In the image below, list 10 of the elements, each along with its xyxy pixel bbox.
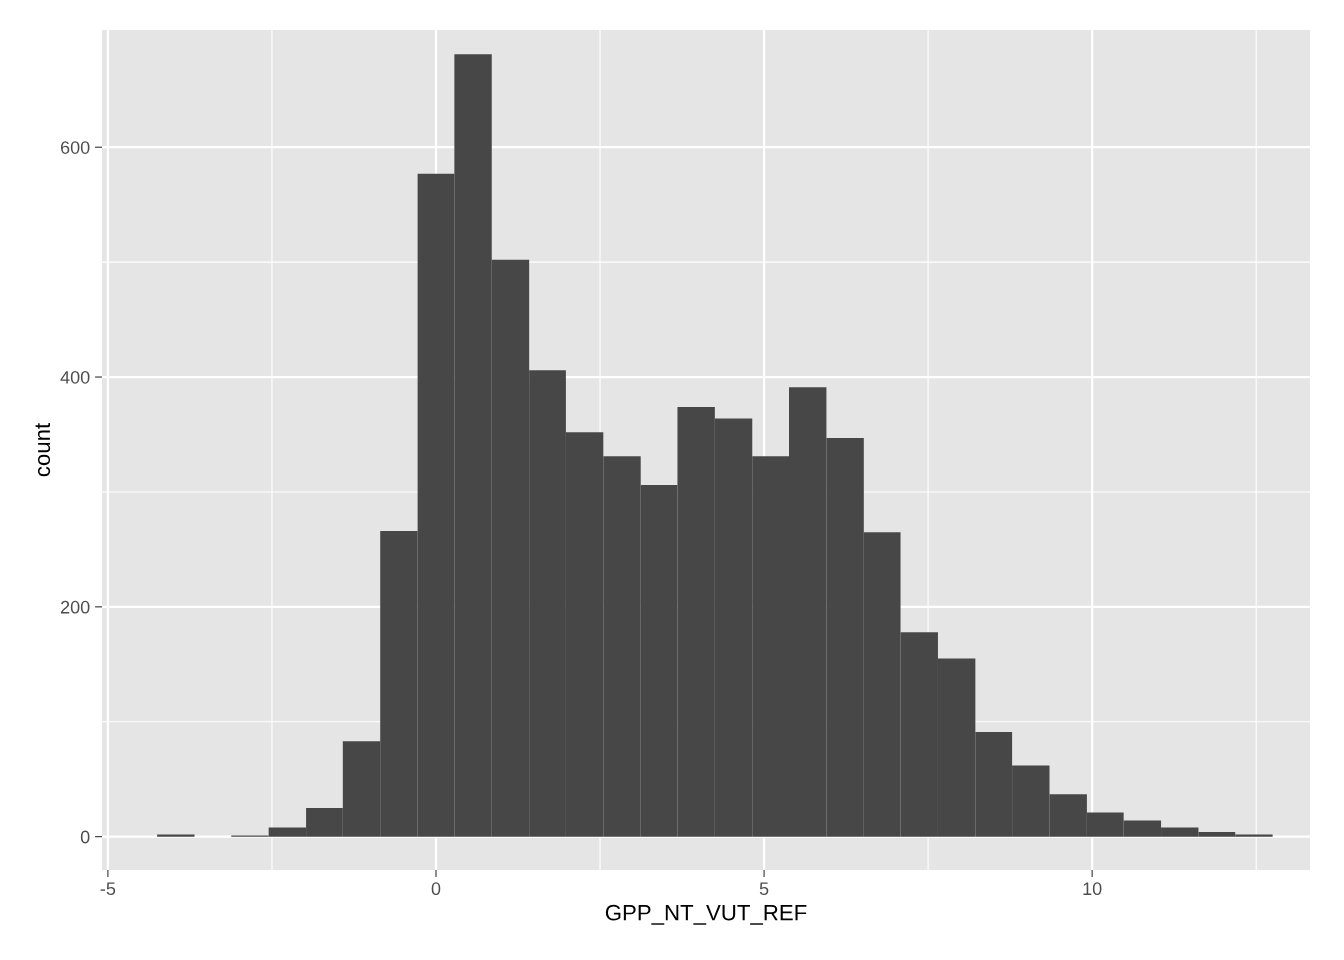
y-tick-label: 200	[60, 600, 90, 614]
y-tick-label: 0	[80, 830, 90, 844]
x-tick-label: 0	[431, 882, 441, 896]
x-tick-label: -5	[100, 882, 116, 896]
x-axis-title: GPP_NT_VUT_REF	[605, 904, 807, 925]
x-tick-label: 5	[759, 882, 769, 896]
y-tick-label: 600	[60, 141, 90, 154]
y-tick-label: 400	[60, 370, 90, 384]
x-tick-label: 10	[1083, 882, 1102, 896]
y-axis-title: count	[35, 422, 51, 477]
